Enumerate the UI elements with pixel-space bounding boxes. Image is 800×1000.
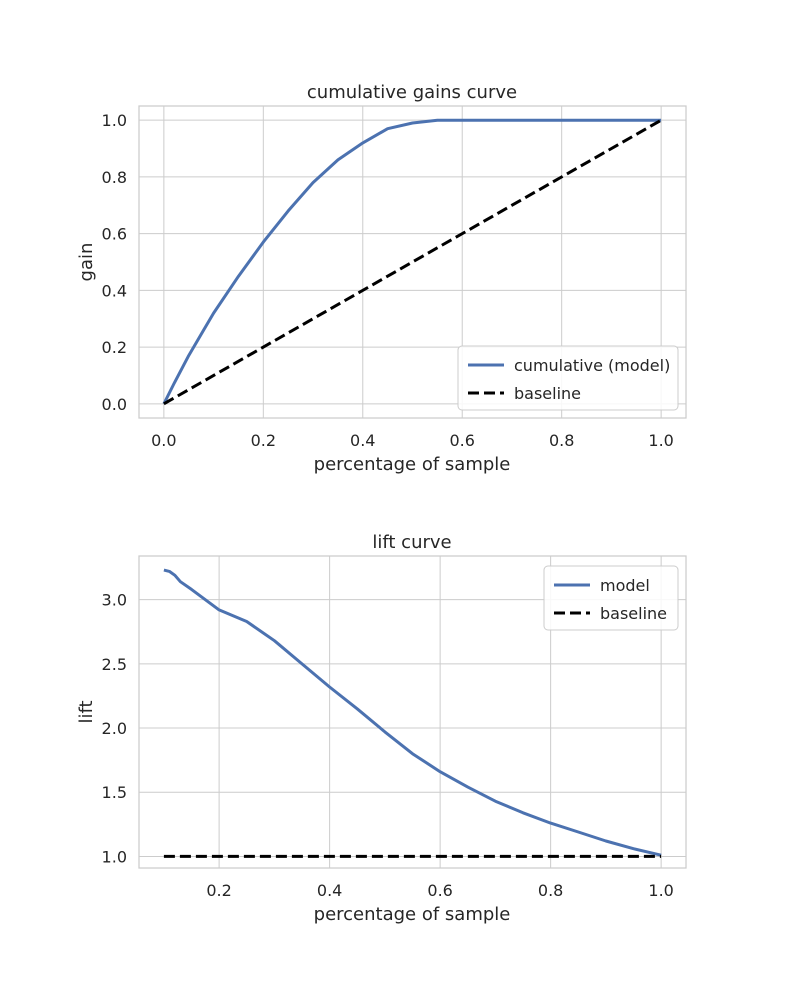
- gains-ytick-label: 0.6: [102, 225, 127, 244]
- lift-plot-frame: [138, 555, 687, 869]
- gains-title: cumulative gains curve: [307, 82, 517, 103]
- gains-xlabel: percentage of sample: [314, 454, 511, 475]
- lift-ylabel: lift: [76, 700, 97, 723]
- lift-xtick-label: 0.4: [317, 881, 342, 900]
- gains-series-cumulative-model--line: [162, 118, 662, 405]
- gains-legend-label: cumulative (model): [514, 356, 670, 375]
- lift-xtick-label: 0.8: [538, 881, 563, 900]
- lift-ytick-label: 1.5: [102, 783, 127, 802]
- lift-xtick-label: 1.0: [648, 881, 673, 900]
- lift-xtick-label: 0.2: [206, 881, 231, 900]
- lift-ytick-label: 1.0: [102, 847, 127, 866]
- lift-ytick-label: 3.0: [102, 591, 127, 610]
- lift-series-model-line: [163, 568, 662, 857]
- gains-ytick-label: 0.0: [102, 395, 127, 414]
- lift-chart: lift curve 0.2 0.4 0.6 0.8 1.0 1.0 1.5 2.0 2.5 3.…: [76, 532, 687, 925]
- gains-xtick-label: 1.0: [648, 431, 673, 450]
- gains-ytick-label: 0.4: [102, 281, 127, 300]
- gains-xtick-label: 0.4: [350, 431, 375, 450]
- gains-ylabel: gain: [76, 243, 97, 282]
- lift-ytick-label: 2.5: [102, 655, 127, 674]
- lift-xtick-label: 0.6: [427, 881, 452, 900]
- gains-legend: cumulative (model) baseline: [457, 345, 679, 411]
- gains-ytick-label: 1.0: [102, 111, 127, 130]
- gains-xtick-label: 0.6: [450, 431, 475, 450]
- lift-legend-label: baseline: [600, 604, 667, 623]
- lift-title: lift curve: [372, 532, 451, 553]
- lift-legend: model baseline: [543, 565, 679, 631]
- gains-ytick-label: 0.8: [102, 168, 127, 187]
- gains-legend-box: [457, 345, 679, 411]
- lift-legend-label: model: [600, 576, 650, 595]
- gains-plot-frame: [138, 105, 687, 419]
- gains-ytick-label: 0.2: [102, 338, 127, 357]
- gains-legend-label: baseline: [514, 384, 581, 403]
- gains-xtick-label: 0.2: [251, 431, 276, 450]
- gains-xtick-label: 0.0: [151, 431, 176, 450]
- gains-xtick-label: 0.8: [549, 431, 574, 450]
- lift-ytick-label: 2.0: [102, 719, 127, 738]
- lift-xlabel: percentage of sample: [314, 904, 511, 925]
- gains-chart: cumulative gains curve 0.0 0.2 0.4 0.6 0.8 1.…: [76, 82, 687, 475]
